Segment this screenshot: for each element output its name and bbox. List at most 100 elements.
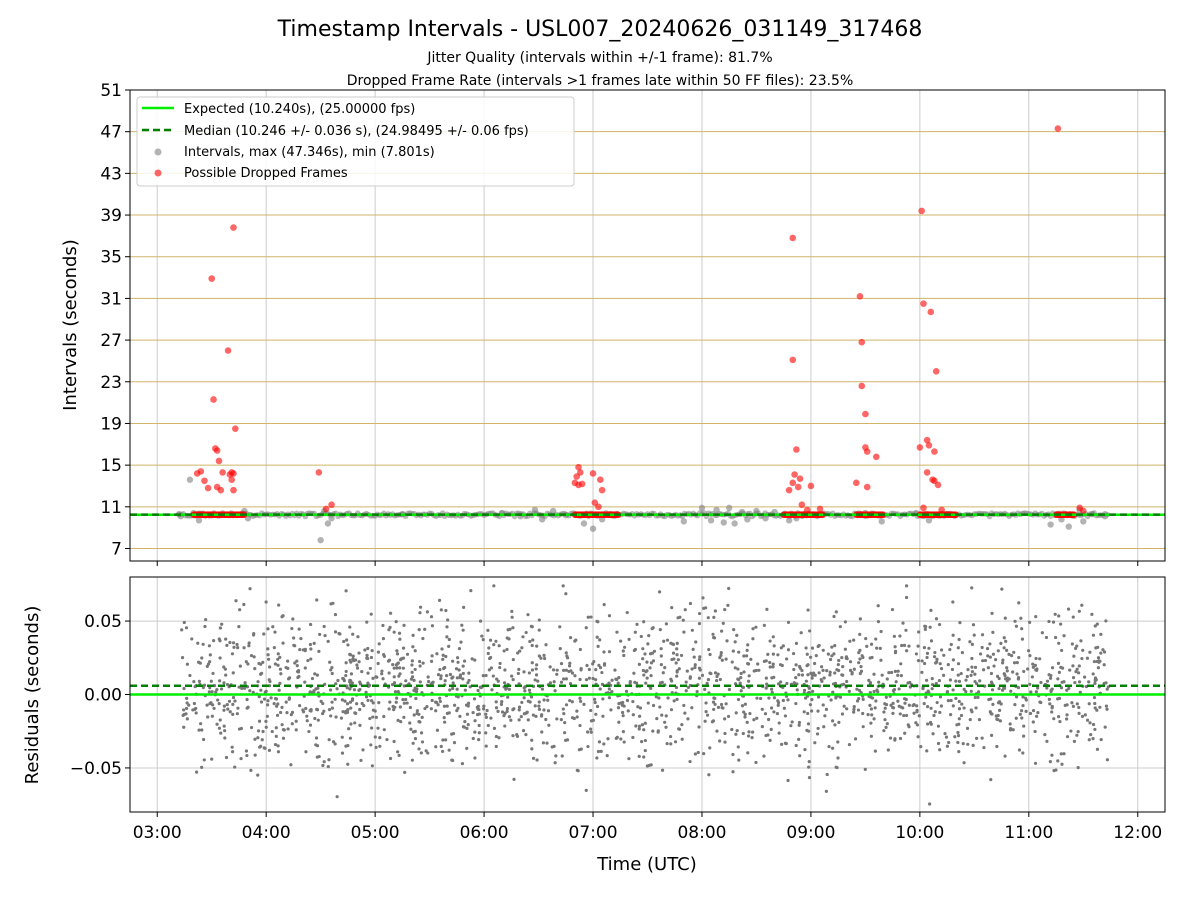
- residual-point: [364, 690, 368, 694]
- residual-point: [270, 729, 274, 734]
- residual-point: [382, 728, 386, 732]
- residual-point: [872, 689, 876, 694]
- residual-point: [564, 668, 568, 672]
- residual-point: [489, 666, 494, 670]
- residual-point: [395, 652, 400, 656]
- residual-point: [799, 631, 803, 635]
- residual-point: [932, 713, 936, 718]
- top-plot-frame: [129, 89, 1166, 562]
- residual-point: [780, 742, 784, 746]
- residual-point: [811, 689, 815, 693]
- residual-point: [1000, 587, 1004, 591]
- residual-point: [1005, 679, 1009, 683]
- residual-point: [1096, 666, 1100, 670]
- residual-point: [861, 697, 865, 701]
- residual-point: [489, 716, 493, 720]
- residual-point: [957, 699, 961, 704]
- residual-point: [185, 701, 189, 705]
- residual-point: [1054, 635, 1058, 640]
- residual-point: [916, 659, 921, 663]
- residual-point: [284, 700, 288, 704]
- residual-point: [957, 707, 962, 711]
- residual-point: [1014, 624, 1019, 628]
- residual-point: [412, 713, 416, 717]
- residual-point: [726, 714, 731, 719]
- residual-point: [368, 666, 372, 671]
- residual-point: [627, 757, 631, 761]
- residual-point: [938, 710, 942, 715]
- residual-point: [806, 722, 811, 726]
- residual-point: [453, 703, 457, 707]
- residual-point: [370, 764, 374, 768]
- residual-point: [387, 671, 391, 675]
- residual-point: [510, 609, 514, 613]
- residual-point: [1028, 682, 1032, 686]
- residual-point: [376, 726, 380, 730]
- residual-point: [1020, 627, 1024, 631]
- residual-point: [530, 747, 534, 751]
- residual-point: [742, 654, 746, 658]
- residual-point: [875, 646, 879, 650]
- residual-point: [418, 720, 422, 724]
- residual-point: [447, 748, 451, 752]
- residual-point: [402, 701, 406, 705]
- residual-point: [481, 638, 485, 642]
- residual-point: [180, 628, 184, 632]
- residual-point: [600, 670, 604, 675]
- residual-point: [1075, 644, 1079, 648]
- residual-point: [594, 678, 598, 682]
- residual-point: [691, 647, 695, 651]
- residual-point: [997, 686, 1001, 691]
- residual-point: [720, 658, 724, 662]
- residual-point: [1021, 695, 1025, 699]
- residual-point: [1062, 752, 1066, 756]
- residual-point: [750, 735, 754, 740]
- residual-point: [345, 686, 349, 690]
- residual-point: [755, 696, 759, 700]
- residual-point: [727, 687, 732, 692]
- residual-point: [869, 721, 873, 725]
- residual-point: [599, 749, 603, 753]
- residual-point: [810, 709, 814, 713]
- residual-point: [200, 656, 204, 660]
- residual-point: [257, 695, 261, 699]
- residual-point: [466, 701, 471, 705]
- residual-point: [813, 741, 817, 745]
- residual-point: [675, 697, 679, 701]
- residual-point: [837, 720, 841, 724]
- residual-point: [511, 734, 515, 738]
- dropped-frame-point: [931, 448, 938, 455]
- residual-point: [589, 708, 593, 713]
- residual-point: [1007, 677, 1011, 681]
- residual-point: [451, 681, 455, 685]
- residual-point: [1085, 656, 1090, 660]
- residual-point: [1014, 695, 1019, 699]
- residual-point: [744, 654, 749, 658]
- interval-point: [731, 520, 738, 527]
- residual-point: [643, 721, 647, 725]
- residual-point: [535, 644, 539, 648]
- residual-point: [185, 696, 189, 700]
- residual-point: [245, 706, 249, 710]
- residual-point: [298, 703, 302, 708]
- residual-point: [497, 736, 501, 740]
- residual-point: [807, 686, 811, 690]
- residual-point: [197, 679, 201, 683]
- residual-point: [898, 634, 902, 638]
- residual-point: [281, 641, 285, 645]
- residual-point: [262, 632, 266, 636]
- residual-point: [492, 643, 496, 647]
- residual-point: [561, 707, 565, 711]
- residual-point: [1096, 645, 1100, 649]
- residual-point: [467, 678, 471, 683]
- residual-point: [719, 653, 723, 657]
- residual-point: [837, 658, 841, 663]
- residual-point: [745, 720, 749, 724]
- residual-point: [939, 667, 944, 671]
- residual-point: [586, 615, 590, 619]
- residual-point: [1097, 659, 1101, 663]
- interval-point: [1080, 518, 1087, 525]
- residual-point: [1019, 709, 1024, 713]
- residual-point: [233, 699, 237, 703]
- residual-point: [271, 625, 275, 629]
